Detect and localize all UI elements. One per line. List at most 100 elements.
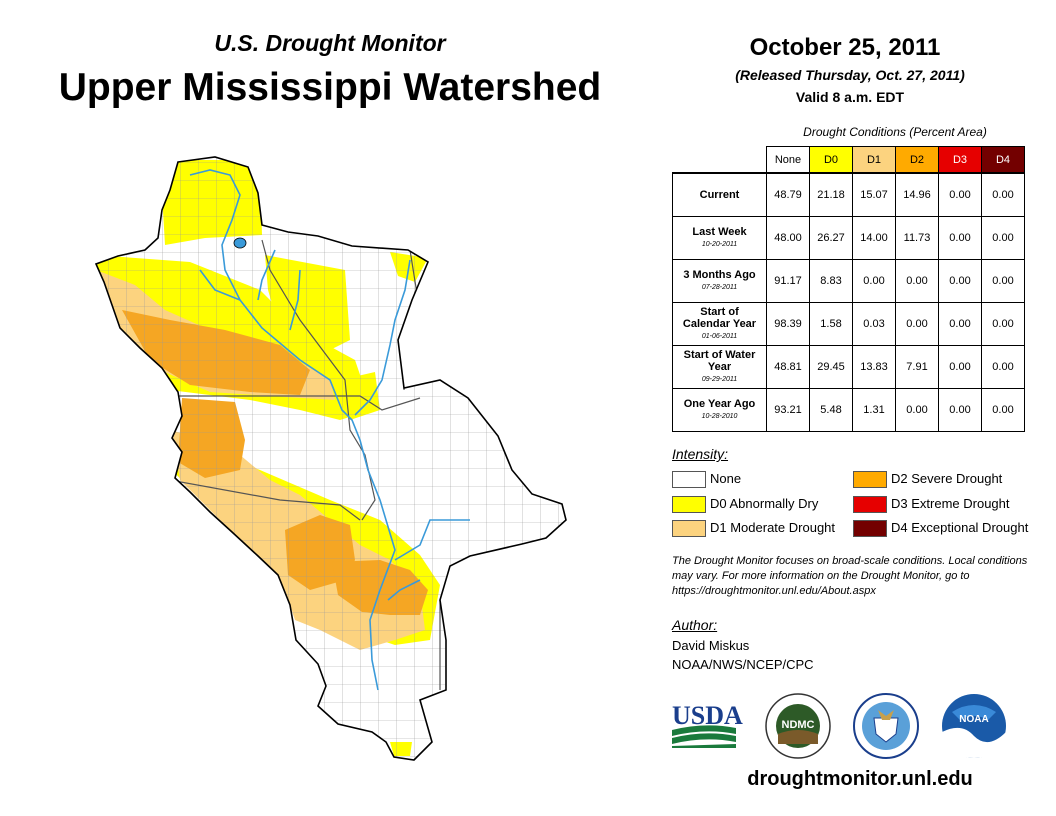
table-cell: 0.00 (981, 259, 1025, 303)
disclaimer-note: The Drought Monitor focuses on broad-sca… (672, 555, 1028, 597)
legend-label: D0 Abnormally Dry (710, 496, 819, 511)
usda-logo: USDA (672, 701, 743, 748)
logos: USDA NDMC NOAA (672, 693, 1006, 759)
table-cell: 98.39 (766, 302, 810, 346)
table-cell: 0.03 (852, 302, 896, 346)
row-date: 10-28-2010 (701, 412, 738, 420)
table-cell: 0.00 (938, 345, 982, 389)
table-cell: 15.07 (852, 172, 896, 217)
table-cell: 26.27 (809, 216, 853, 260)
row-label: Start of Water Year 09-29-2011 (672, 345, 767, 389)
author-org: NOAA/NWS/NCEP/CPC (672, 657, 814, 672)
table-cell: 11.73 (895, 216, 939, 260)
legend-label: D3 Extreme Drought (891, 496, 1010, 511)
table-cell: 21.18 (809, 172, 853, 217)
table-corner (673, 147, 767, 174)
table-cell: 8.83 (809, 259, 853, 303)
table-cell: 0.00 (981, 172, 1025, 217)
table-cell: 0.00 (981, 216, 1025, 260)
col-header-d3: D3 (938, 146, 982, 174)
noaa-logo: NOAA (942, 694, 1006, 758)
row-label-text: Current (699, 189, 740, 201)
state-borders (150, 239, 441, 690)
table-cell: 0.00 (938, 302, 982, 346)
table-cell: 1.58 (809, 302, 853, 346)
table-row: 3 Months Ago 07-28-2011 91.17 8.83 0.00 0.00 0… (672, 259, 1025, 303)
table-cell: 91.17 (766, 259, 810, 303)
table-header-row: None D0 D1 D2 D3 D4 (673, 146, 1025, 174)
svg-text:NDMC: NDMC (782, 719, 815, 731)
svg-text:USDA: USDA (672, 701, 743, 730)
row-label-text: Last Week (692, 225, 747, 238)
row-date: 01-06-2011 (701, 332, 738, 340)
table-cell: 48.00 (766, 216, 810, 260)
table-row: Start of Water Year 09-29-2011 48.81 29.45 1… (672, 345, 1025, 389)
drought-conditions-table: None D0 D1 D2 D3 D4 Current 48.79 21.18 15.… (672, 146, 1025, 432)
svg-text:NOAA: NOAA (959, 714, 988, 725)
table-cell: 29.45 (809, 345, 853, 389)
row-label-text: Start of Water Year (683, 348, 756, 373)
table-cell: 13.83 (852, 345, 896, 389)
table-cell: 14.00 (852, 216, 896, 260)
row-date: 07-28-2011 (701, 283, 738, 291)
map-title: Upper Mississippi Watershed (58, 66, 602, 109)
table-cell: 48.79 (766, 172, 810, 217)
county-lines (96, 157, 566, 760)
table-cell: 0.00 (895, 388, 939, 432)
table-row: Start of Calendar Year 01-06-2011 98.39 1.5… (672, 302, 1025, 346)
row-label: 3 Months Ago 07-28-2011 (672, 259, 767, 303)
row-label-text: One Year Ago (683, 397, 756, 410)
legend-swatch (853, 471, 887, 488)
table-cell: 0.00 (938, 259, 982, 303)
table-cell: 7.91 (895, 345, 939, 389)
table-caption: Drought Conditions (Percent Area) (803, 125, 987, 139)
table-cell: 0.00 (938, 388, 982, 432)
valid-time: Valid 8 a.m. EDT (795, 89, 905, 105)
legend-swatch (672, 520, 706, 537)
col-header-d2: D2 (895, 146, 939, 174)
table-cell: 5.48 (809, 388, 853, 432)
table-row: Last Week 10-20-2011 48.00 26.27 14.00 11.73 0… (672, 216, 1025, 260)
drought-map (95, 156, 567, 761)
table-cell: 0.00 (938, 216, 982, 260)
legend-label: None (710, 471, 742, 486)
drought-areas (96, 157, 566, 760)
table-row: Current 48.79 21.18 15.07 14.96 0.00 0.00 (672, 172, 1025, 217)
lake-marker (233, 237, 247, 249)
table-cell: 0.00 (895, 302, 939, 346)
legend-label: D1 Moderate Drought (710, 520, 836, 535)
legend-label: D4 Exceptional Drought (891, 520, 1029, 535)
legend-title: Intensity: (672, 446, 729, 462)
table-cell: 14.96 (895, 172, 939, 217)
row-label: One Year Ago 10-28-2010 (672, 388, 767, 432)
legend-swatch (853, 520, 887, 537)
legend-label: D2 Severe Drought (891, 471, 1003, 486)
row-label: Current (672, 172, 767, 217)
table-cell: 0.00 (938, 172, 982, 217)
rivers (189, 169, 470, 691)
row-label-text: Start of Calendar Year (682, 305, 757, 330)
commerce-logo (853, 693, 919, 759)
table-cell: 0.00 (981, 345, 1025, 389)
table-cell: 0.00 (981, 388, 1025, 432)
table-cell: 0.00 (852, 259, 896, 303)
legend-swatch (672, 471, 706, 488)
release-date: (Released Thursday, Oct. 27, 2011) (735, 67, 965, 83)
table-cell: 0.00 (895, 259, 939, 303)
row-label-text: 3 Months Ago (683, 268, 756, 281)
author-label: Author: (672, 617, 718, 633)
col-header-d4: D4 (981, 146, 1025, 174)
table-cell: 48.81 (766, 345, 810, 389)
table-cell: 1.31 (852, 388, 896, 432)
map-date: October 25, 2011 (749, 34, 941, 61)
col-header-d0: D0 (809, 146, 853, 174)
row-date: 10-20-2011 (701, 240, 738, 248)
row-date: 09-29-2011 (701, 375, 738, 383)
col-header-d1: D1 (852, 146, 896, 174)
row-label: Last Week 10-20-2011 (672, 216, 767, 260)
table-cell: 0.00 (981, 302, 1025, 346)
ndmc-logo: NDMC (765, 693, 831, 759)
website-url[interactable]: droughtmonitor.unl.edu (747, 768, 973, 790)
col-header-none: None (766, 146, 810, 174)
table-cell: 93.21 (766, 388, 810, 432)
